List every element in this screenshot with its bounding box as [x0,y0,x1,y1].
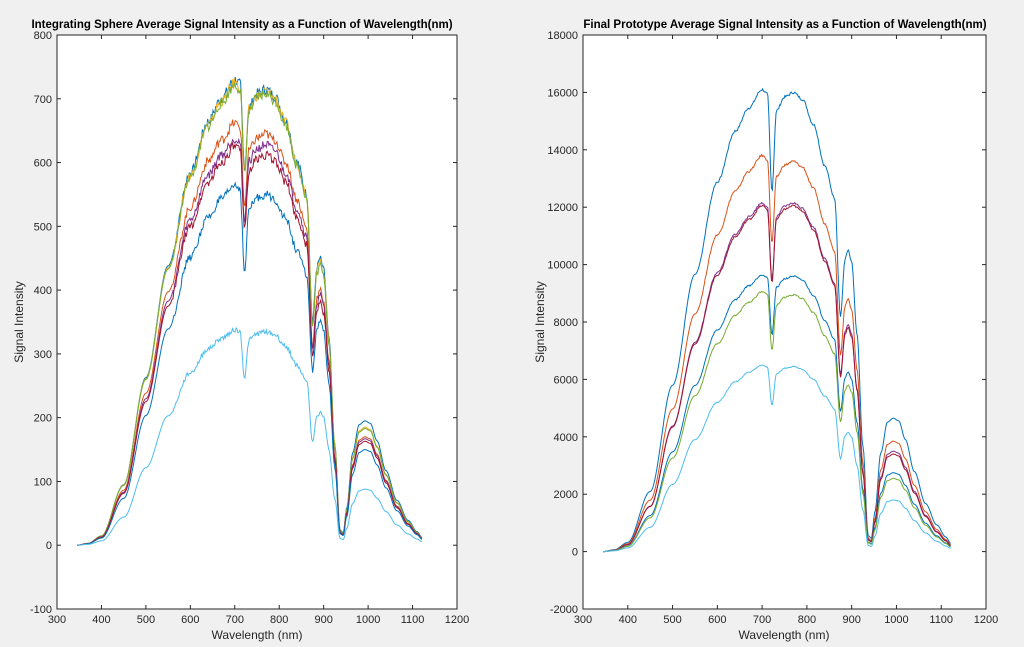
y-tick-label: 400 [34,285,52,297]
y-tick-label: 200 [34,413,52,425]
series-line-7 [603,364,951,553]
y-tick-label: 100 [34,476,52,488]
series-line-4 [77,119,423,546]
x-tick-label: 600 [181,614,199,626]
y-tick-label: -100 [30,604,52,616]
x-tick-label: 400 [92,614,110,626]
y-tick-label: 500 [34,221,52,233]
series-line-4 [603,204,951,553]
x-tick-label: 1000 [884,614,908,626]
y-ticks: -2000 0 2000 4000 6000 8000 10000 12000 14000 160… [547,30,986,616]
y-tick-label: 8000 [554,317,578,329]
y-tick-label: 18000 [547,30,578,42]
x-tick-label: 300 [574,614,592,626]
y-tick-label: 600 [34,158,52,170]
y-tick-label: 10000 [547,260,578,272]
x-tick-label: 1100 [401,614,425,626]
chart-title: Integrating Sphere Average Signal Intens… [31,19,452,31]
x-tick-label: 1200 [445,614,469,626]
y-axis-label: Signal Intensity [533,281,547,362]
chart-final-prototype: Final Prototype Average Signal Intensity… [533,19,998,642]
series-line-6 [77,141,423,546]
x-tick-label: 800 [798,614,816,626]
x-tick-label: 1100 [929,614,953,626]
y-tick-label: 0 [46,540,52,552]
x-tick-label: 500 [137,614,155,626]
y-tick-label: 2000 [554,489,578,501]
series-line-5 [603,274,951,553]
x-tick-label: 400 [619,614,637,626]
x-ticks: 300 400 500 600 700 800 900 1000 1100 1200 [574,35,998,626]
x-axis-label: Wavelength (nm) [212,628,303,642]
series-line-8 [77,326,423,546]
y-tick-label: 6000 [554,374,578,386]
series-line-2 [603,153,951,553]
x-ticks: 300 400 500 600 700 800 900 1000 1100 1200 [48,35,469,626]
x-tick-label: 600 [708,614,726,626]
x-tick-label: 900 [314,614,332,626]
series-layer [603,87,951,553]
y-tick-label: 800 [34,30,52,42]
y-tick-label: 12000 [547,202,578,214]
y-tick-label: 14000 [547,145,578,157]
y-tick-label: -2000 [550,604,578,616]
series-line-6 [603,290,951,553]
axes-box [56,34,458,610]
chart-title: Final Prototype Average Signal Intensity… [583,19,986,31]
series-line-1 [603,87,951,553]
x-tick-label: 500 [663,614,681,626]
x-tick-label: 1200 [974,614,998,626]
y-axis-label: Signal Intensity [12,281,26,362]
x-axis-label: Wavelength (nm) [739,628,830,642]
series-line-7 [77,181,423,546]
y-tick-label: 16000 [547,87,578,99]
x-tick-label: 700 [753,614,771,626]
x-tick-label: 800 [270,614,288,626]
x-tick-label: 700 [226,614,244,626]
y-tick-label: 4000 [554,432,578,444]
y-tick-label: 300 [34,349,52,361]
y-ticks: -100 0 100 200 300 400 500 600 700 800 [30,30,457,616]
x-tick-label: 1000 [356,614,380,626]
series-line-3 [77,81,423,546]
series-layer [77,76,423,546]
x-tick-label: 300 [48,614,66,626]
x-tick-label: 900 [842,614,860,626]
y-tick-label: 0 [572,547,578,559]
chart-integrating-sphere: Integrating Sphere Average Signal Intens… [12,19,469,642]
y-tick-label: 700 [34,94,52,106]
plot-area [57,35,457,609]
